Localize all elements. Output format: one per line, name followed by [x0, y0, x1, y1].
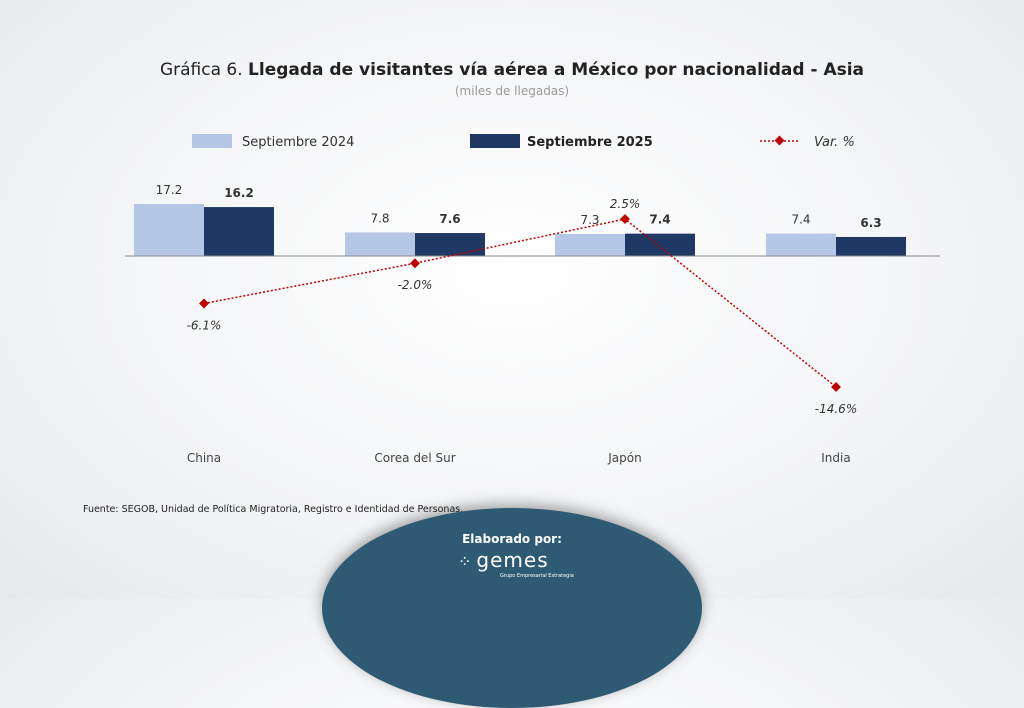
bar-2024: [555, 233, 625, 256]
var-label: 2.5%: [610, 197, 641, 211]
category-label: China: [187, 451, 221, 465]
bar-2025: [625, 233, 695, 256]
bar-2025: [204, 207, 274, 256]
bar-2025: [836, 236, 906, 256]
legend-swatch-2024: [192, 134, 232, 148]
credit-label: Elaborado por:: [462, 532, 562, 546]
source-note: Fuente: SEGOB, Unidad de Política Migrat…: [83, 504, 464, 515]
var-label: -6.1%: [187, 319, 222, 333]
category-label: India: [821, 451, 850, 465]
var-label: -14.6%: [815, 402, 857, 416]
gemes-logo: ⁘ gemes: [458, 549, 549, 573]
bar-value-label: 17.2: [156, 183, 183, 197]
bar-2024: [345, 232, 415, 256]
bar-value-label: 7.3: [580, 213, 599, 227]
var-marker: [199, 298, 209, 309]
legend-label-2025: Septiembre 2025: [527, 135, 653, 150]
bar-value-label: 16.2: [224, 186, 254, 200]
var-marker: [620, 214, 630, 224]
var-marker: [831, 382, 841, 392]
var-label: -2.0%: [398, 278, 433, 292]
chart-title: Gráfica 6. Llegada de visitantes vía aér…: [0, 60, 1024, 80]
legend-swatch-2025: [470, 134, 520, 148]
bar-value-label: 6.3: [860, 216, 881, 230]
bar-2024: [134, 204, 204, 256]
bar-value-label: 7.4: [649, 213, 670, 227]
title-main: Llegada de visitantes vía aérea a México…: [248, 60, 865, 80]
logo-text: gemes: [476, 548, 549, 572]
logo-dots-icon: ⁘: [458, 552, 473, 571]
legend-label-var: Var. %: [814, 135, 855, 150]
bar-2024: [766, 233, 836, 256]
bar-value-label: 7.4: [791, 213, 810, 227]
legend-label-2024: Septiembre 2024: [242, 135, 354, 150]
chart-subtitle: (miles de llegadas): [454, 84, 570, 98]
title-prefix: Gráfica 6.: [159, 60, 243, 80]
var-line: [203, 218, 837, 388]
var-marker: [410, 258, 420, 269]
legend-marker-var: [774, 135, 785, 146]
category-label: Corea del Sur: [374, 451, 455, 465]
logo-tagline: Grupo Empresarial Estrategia: [500, 573, 574, 579]
category-label: Japón: [607, 451, 641, 465]
chart: Septiembre 2024 Septiembre 2025 Var. % 17.2…: [125, 134, 940, 465]
bar-2025: [415, 233, 485, 256]
bar-value-label: 7.6: [439, 212, 460, 226]
bar-value-label: 7.8: [370, 211, 389, 225]
